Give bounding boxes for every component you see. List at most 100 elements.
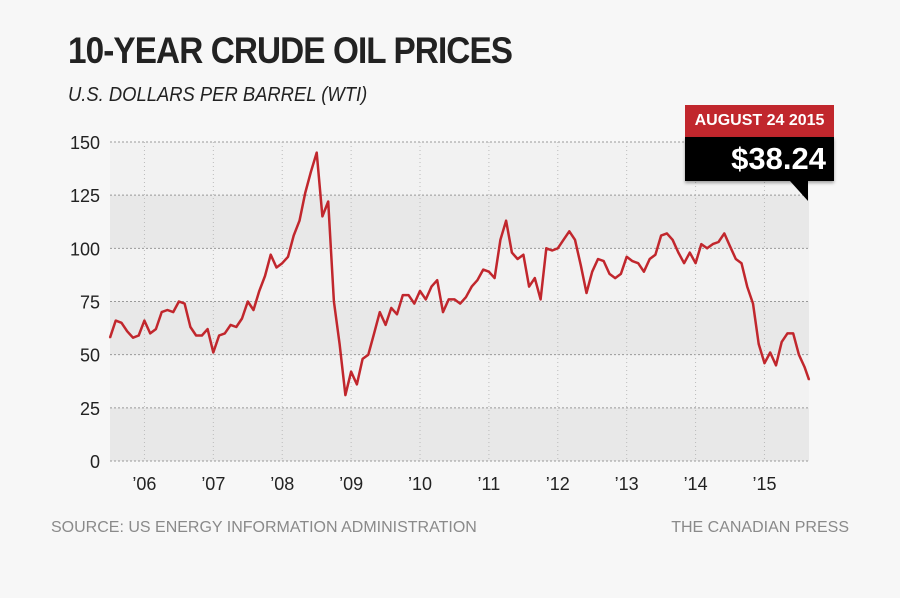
price-point [189,326,192,328]
source-note: SOURCE: US ENERGY INFORMATION ADMINISTRA… [51,519,477,536]
price-point [413,302,416,305]
price-point [333,300,335,303]
price-point [689,251,691,254]
plot-band [110,301,809,355]
callout-pointer-icon [790,181,808,201]
price-point [212,351,215,354]
price-point [752,302,754,305]
price-point [712,243,714,245]
price-point [786,332,789,335]
price-point [476,279,479,282]
price-point [746,285,749,288]
price-point [149,332,151,335]
price-point [608,273,611,275]
price-point [178,300,180,303]
price-point [390,307,393,309]
price-point [275,266,278,269]
price-point [327,200,329,203]
price-point [597,258,599,260]
x-tick-label: ’07 [201,474,225,494]
price-point [808,378,810,381]
price-point [763,362,766,364]
price-point [126,330,129,333]
x-tick-label: ’10 [408,474,432,494]
price-point [315,151,318,154]
latest-price-callout: AUGUST 24 2015 $38.24 [685,105,834,181]
price-point [430,285,433,288]
price-point [258,290,261,292]
price-point [465,296,467,299]
price-point [516,258,519,260]
price-point [453,298,456,301]
price-point [723,232,726,235]
price-point [717,241,720,243]
price-point [436,279,439,282]
price-point [798,353,800,356]
price-point [551,249,553,252]
price-point [631,260,634,262]
chart-title: 10-YEAR CRUDE OIL PRICES [68,30,513,71]
price-point [625,256,628,258]
price-point [172,311,174,313]
price-point [407,294,410,296]
price-point [264,275,266,277]
price-point [470,285,473,288]
price-point [574,239,576,241]
price-point [591,270,594,273]
price-point [775,364,777,367]
price-point [442,311,444,313]
price-point [424,298,427,301]
price-point [522,253,525,256]
y-tick-label: 75 [80,293,100,313]
y-tick-label: 25 [80,399,100,419]
price-point [528,285,530,288]
price-point [803,366,806,369]
price-point [160,311,163,313]
x-tick-label: ’12 [546,474,570,494]
price-point [562,239,565,241]
price-point [511,251,513,254]
price-point [700,243,703,245]
price-point [143,319,146,322]
price-point [643,270,645,273]
y-tick-label: 150 [70,133,100,153]
price-point [666,232,668,235]
price-point [367,353,370,356]
price-point [379,311,381,313]
price-point [224,332,226,335]
x-tick-label: ’06 [132,474,156,494]
price-point [459,302,461,305]
price-point [769,351,772,354]
x-tick-label: ’08 [270,474,294,494]
chart-subtitle: U.S. DOLLARS PER BARREL (WTI) [68,84,368,106]
price-point [706,247,708,250]
price-point [757,343,760,345]
plot-band [110,195,809,249]
price-point [482,268,484,271]
price-point [734,258,737,260]
x-tick-label: ’09 [339,474,363,494]
price-point [401,294,404,296]
price-point [677,251,680,254]
price-point [447,298,450,301]
price-point [694,262,697,265]
price-point [292,234,295,237]
price-point [356,383,358,386]
credit-note: THE CANADIAN PRESS [671,519,849,536]
price-point [602,260,605,262]
price-point [396,313,398,316]
price-point [241,317,243,320]
y-tick-label: 50 [80,346,100,366]
price-point [488,270,490,273]
price-point [269,253,272,256]
price-point [620,273,622,275]
price-point [246,300,249,303]
price-point [671,239,674,241]
price-point [155,328,157,330]
price-point [579,264,582,267]
x-tick-label: ’13 [615,474,639,494]
price-point [740,262,743,265]
price-point [281,262,284,265]
plot-band [110,407,809,461]
